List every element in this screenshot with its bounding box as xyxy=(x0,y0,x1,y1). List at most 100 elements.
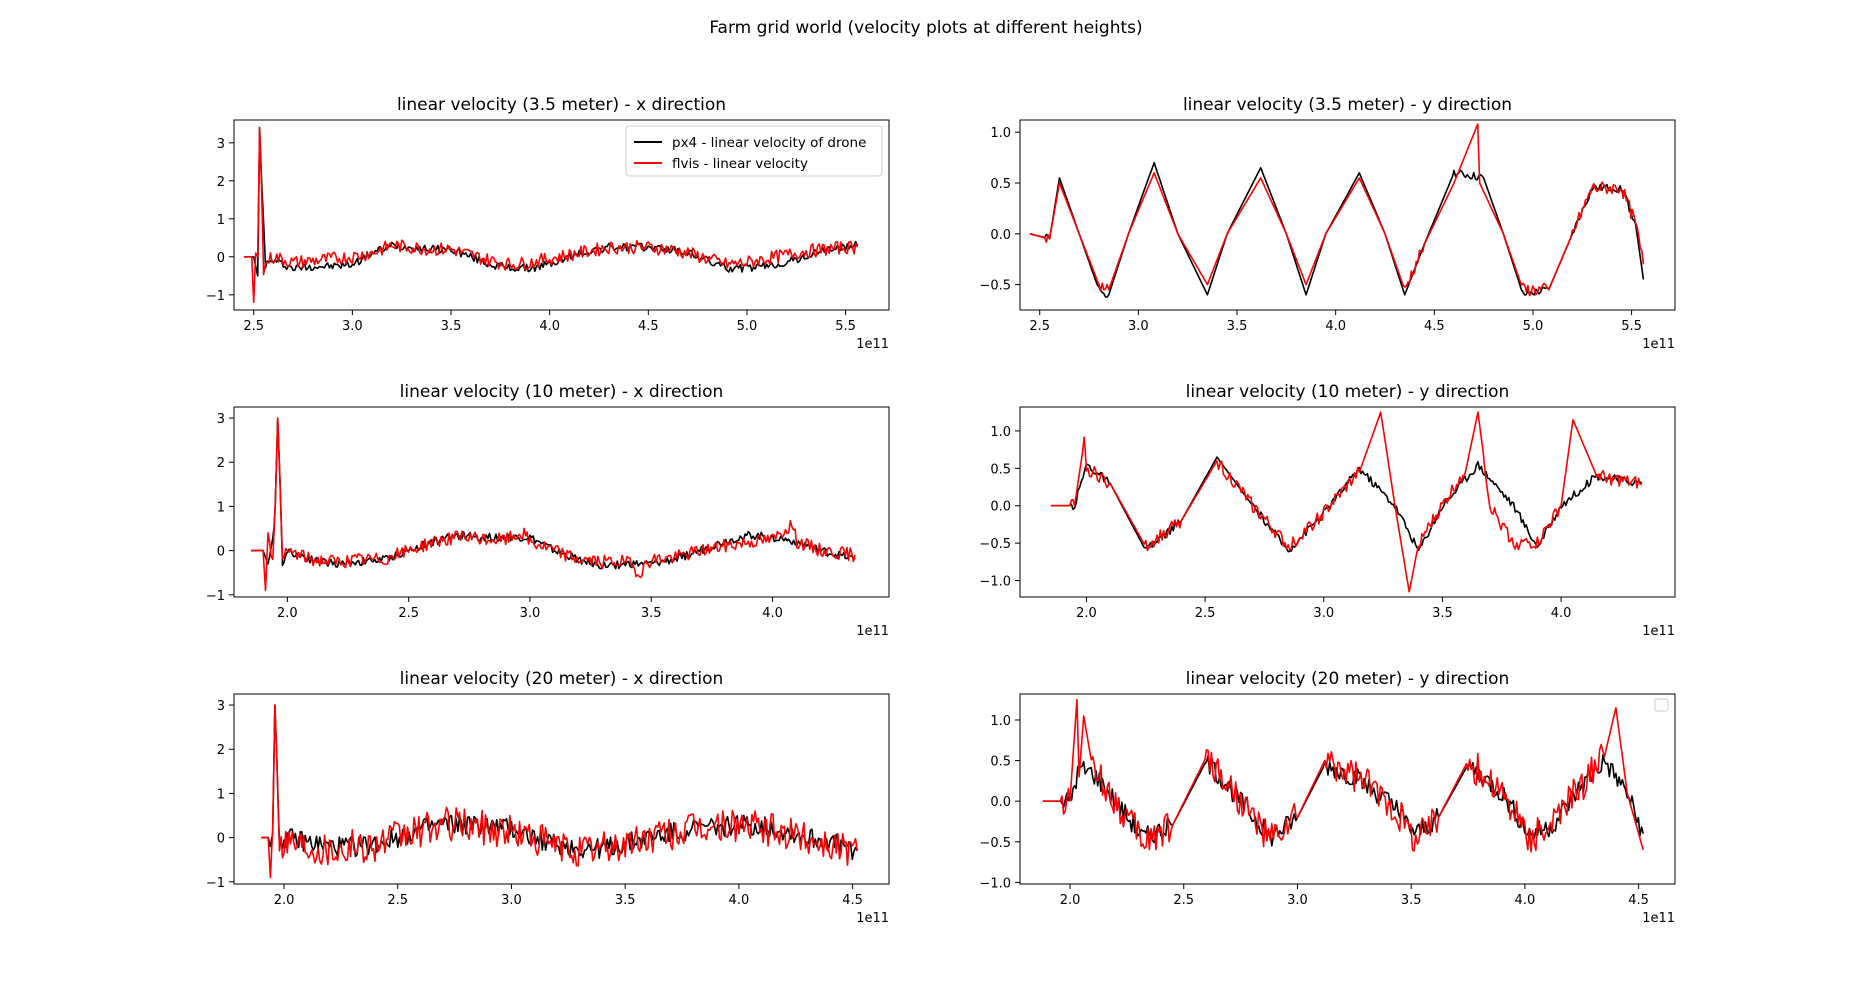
series-line-flvis xyxy=(1042,698,1644,853)
y-tick-label: 3 xyxy=(217,412,225,427)
y-tick-label: −1 xyxy=(206,289,225,304)
y-tick-label: 1 xyxy=(217,500,225,515)
legend-entry: px4 - linear velocity of drone xyxy=(672,135,866,151)
series-line-flvis xyxy=(251,417,856,592)
x-tick-label: 3.5 xyxy=(1432,606,1453,621)
series-group xyxy=(1042,698,1644,853)
y-tick-label: 0 xyxy=(217,251,225,266)
series-line-flvis xyxy=(243,126,859,304)
axes-frame xyxy=(233,693,890,885)
y-tick-label: −1.0 xyxy=(979,876,1011,891)
y-tick-label: 1 xyxy=(217,213,225,228)
axes-frame xyxy=(233,119,890,311)
series-line-flvis xyxy=(1050,411,1643,593)
subplot-2: linear velocity (3.5 meter) - y directio… xyxy=(979,95,1676,352)
y-tick-label: 2 xyxy=(217,175,225,190)
legend: px4 - linear velocity of drone flvis - li… xyxy=(625,125,883,177)
y-tick-label: 1.0 xyxy=(990,714,1011,729)
x-tick-label: 3.0 xyxy=(1313,606,1334,621)
x-tick-label: 3.0 xyxy=(1287,893,1308,908)
x-tick-label: 2.5 xyxy=(1195,606,1216,621)
x-tick-label: 2.5 xyxy=(398,606,419,621)
x-tick-label: 4.5 xyxy=(1424,319,1445,334)
x-tick-label: 3.0 xyxy=(342,319,363,334)
y-tick-label: 3 xyxy=(217,699,225,714)
y-tick-label: 1.0 xyxy=(990,126,1011,141)
x-offset-label: 1e11 xyxy=(1642,911,1675,926)
series-line-flvis xyxy=(1029,123,1645,297)
x-tick-label: 5.0 xyxy=(737,319,758,334)
x-tick-label: 5.0 xyxy=(1523,319,1544,334)
x-tick-label: 2.0 xyxy=(1076,606,1097,621)
y-tick-label: −0.5 xyxy=(979,537,1011,552)
x-tick-label: 4.0 xyxy=(1515,893,1536,908)
x-tick-label: 3.5 xyxy=(441,319,462,334)
x-offset-label: 1e11 xyxy=(1642,337,1675,352)
x-tick-label: 4.5 xyxy=(842,893,863,908)
y-tick-label: 0.5 xyxy=(990,755,1011,770)
x-tick-label: 3.5 xyxy=(615,893,636,908)
x-tick-label: 3.5 xyxy=(1401,893,1422,908)
y-tick-label: 0.5 xyxy=(990,177,1011,192)
x-tick-label: 2.5 xyxy=(387,893,408,908)
x-tick-label: 3.0 xyxy=(1128,319,1149,334)
y-tick-label: 0.0 xyxy=(990,500,1011,515)
x-tick-label: 2.5 xyxy=(1029,319,1050,334)
y-tick-label: 0.0 xyxy=(990,795,1011,810)
x-tick-label: 4.0 xyxy=(729,893,750,908)
subplot-1: linear velocity (3.5 meter) - x directio… xyxy=(206,95,890,352)
y-tick-label: −1.0 xyxy=(979,575,1011,590)
y-tick-label: 0.5 xyxy=(990,462,1011,477)
series-group xyxy=(1050,411,1643,593)
y-tick-label: −1 xyxy=(206,876,225,891)
x-tick-label: 2.5 xyxy=(243,319,264,334)
axes-frame xyxy=(1019,406,1676,598)
y-tick-label: 0.0 xyxy=(990,228,1011,243)
x-tick-label: 4.5 xyxy=(1628,893,1649,908)
x-tick-label: 2.5 xyxy=(1173,893,1194,908)
y-tick-label: 1 xyxy=(217,787,225,802)
axes-frame xyxy=(1019,119,1676,311)
y-tick-label: 2 xyxy=(217,456,225,471)
y-tick-label: 2 xyxy=(217,743,225,758)
subplots-grid: linear velocity (3.5 meter) - x directio… xyxy=(206,95,1676,926)
y-tick-label: 0 xyxy=(217,832,225,847)
subplot-title: linear velocity (10 meter) - y direction xyxy=(1186,382,1510,402)
subplot-title: linear velocity (20 meter) - y direction xyxy=(1186,669,1510,689)
y-tick-label: 0 xyxy=(217,545,225,560)
x-tick-label: 3.5 xyxy=(641,606,662,621)
x-tick-label: 3.5 xyxy=(1227,319,1248,334)
series-line-px4 xyxy=(251,417,856,570)
series-group xyxy=(243,126,859,304)
x-offset-label: 1e11 xyxy=(856,624,889,639)
y-tick-label: −1 xyxy=(206,589,225,604)
axes-frame xyxy=(233,406,890,598)
axes-frame xyxy=(1019,693,1676,885)
series-line-px4 xyxy=(1042,754,1644,847)
x-tick-label: 4.0 xyxy=(1325,319,1346,334)
y-tick-label: 1.0 xyxy=(990,425,1011,440)
x-offset-label: 1e11 xyxy=(856,911,889,926)
subplot-title: linear velocity (3.5 meter) - x directio… xyxy=(397,95,726,115)
x-tick-label: 4.0 xyxy=(1551,606,1572,621)
series-group xyxy=(251,417,856,592)
x-tick-label: 4.0 xyxy=(762,606,783,621)
x-tick-label: 3.0 xyxy=(520,606,541,621)
x-tick-label: 4.0 xyxy=(539,319,560,334)
series-line-px4 xyxy=(261,704,858,861)
x-tick-label: 2.0 xyxy=(1060,893,1081,908)
subplot-6: linear velocity (20 meter) - y direction… xyxy=(979,669,1676,926)
subplot-3: linear velocity (10 meter) - x direction… xyxy=(206,382,890,639)
subplot-title: linear velocity (3.5 meter) - y directio… xyxy=(1183,95,1512,115)
y-tick-label: −0.5 xyxy=(979,279,1011,294)
series-group xyxy=(261,704,858,879)
y-tick-label: 3 xyxy=(217,137,225,152)
x-tick-label: 2.0 xyxy=(277,606,298,621)
legend xyxy=(1654,698,1669,712)
subplot-title: linear velocity (20 meter) - x direction xyxy=(400,669,724,689)
y-tick-label: −0.5 xyxy=(979,836,1011,851)
x-tick-label: 4.5 xyxy=(638,319,659,334)
series-line-px4 xyxy=(1050,456,1643,553)
